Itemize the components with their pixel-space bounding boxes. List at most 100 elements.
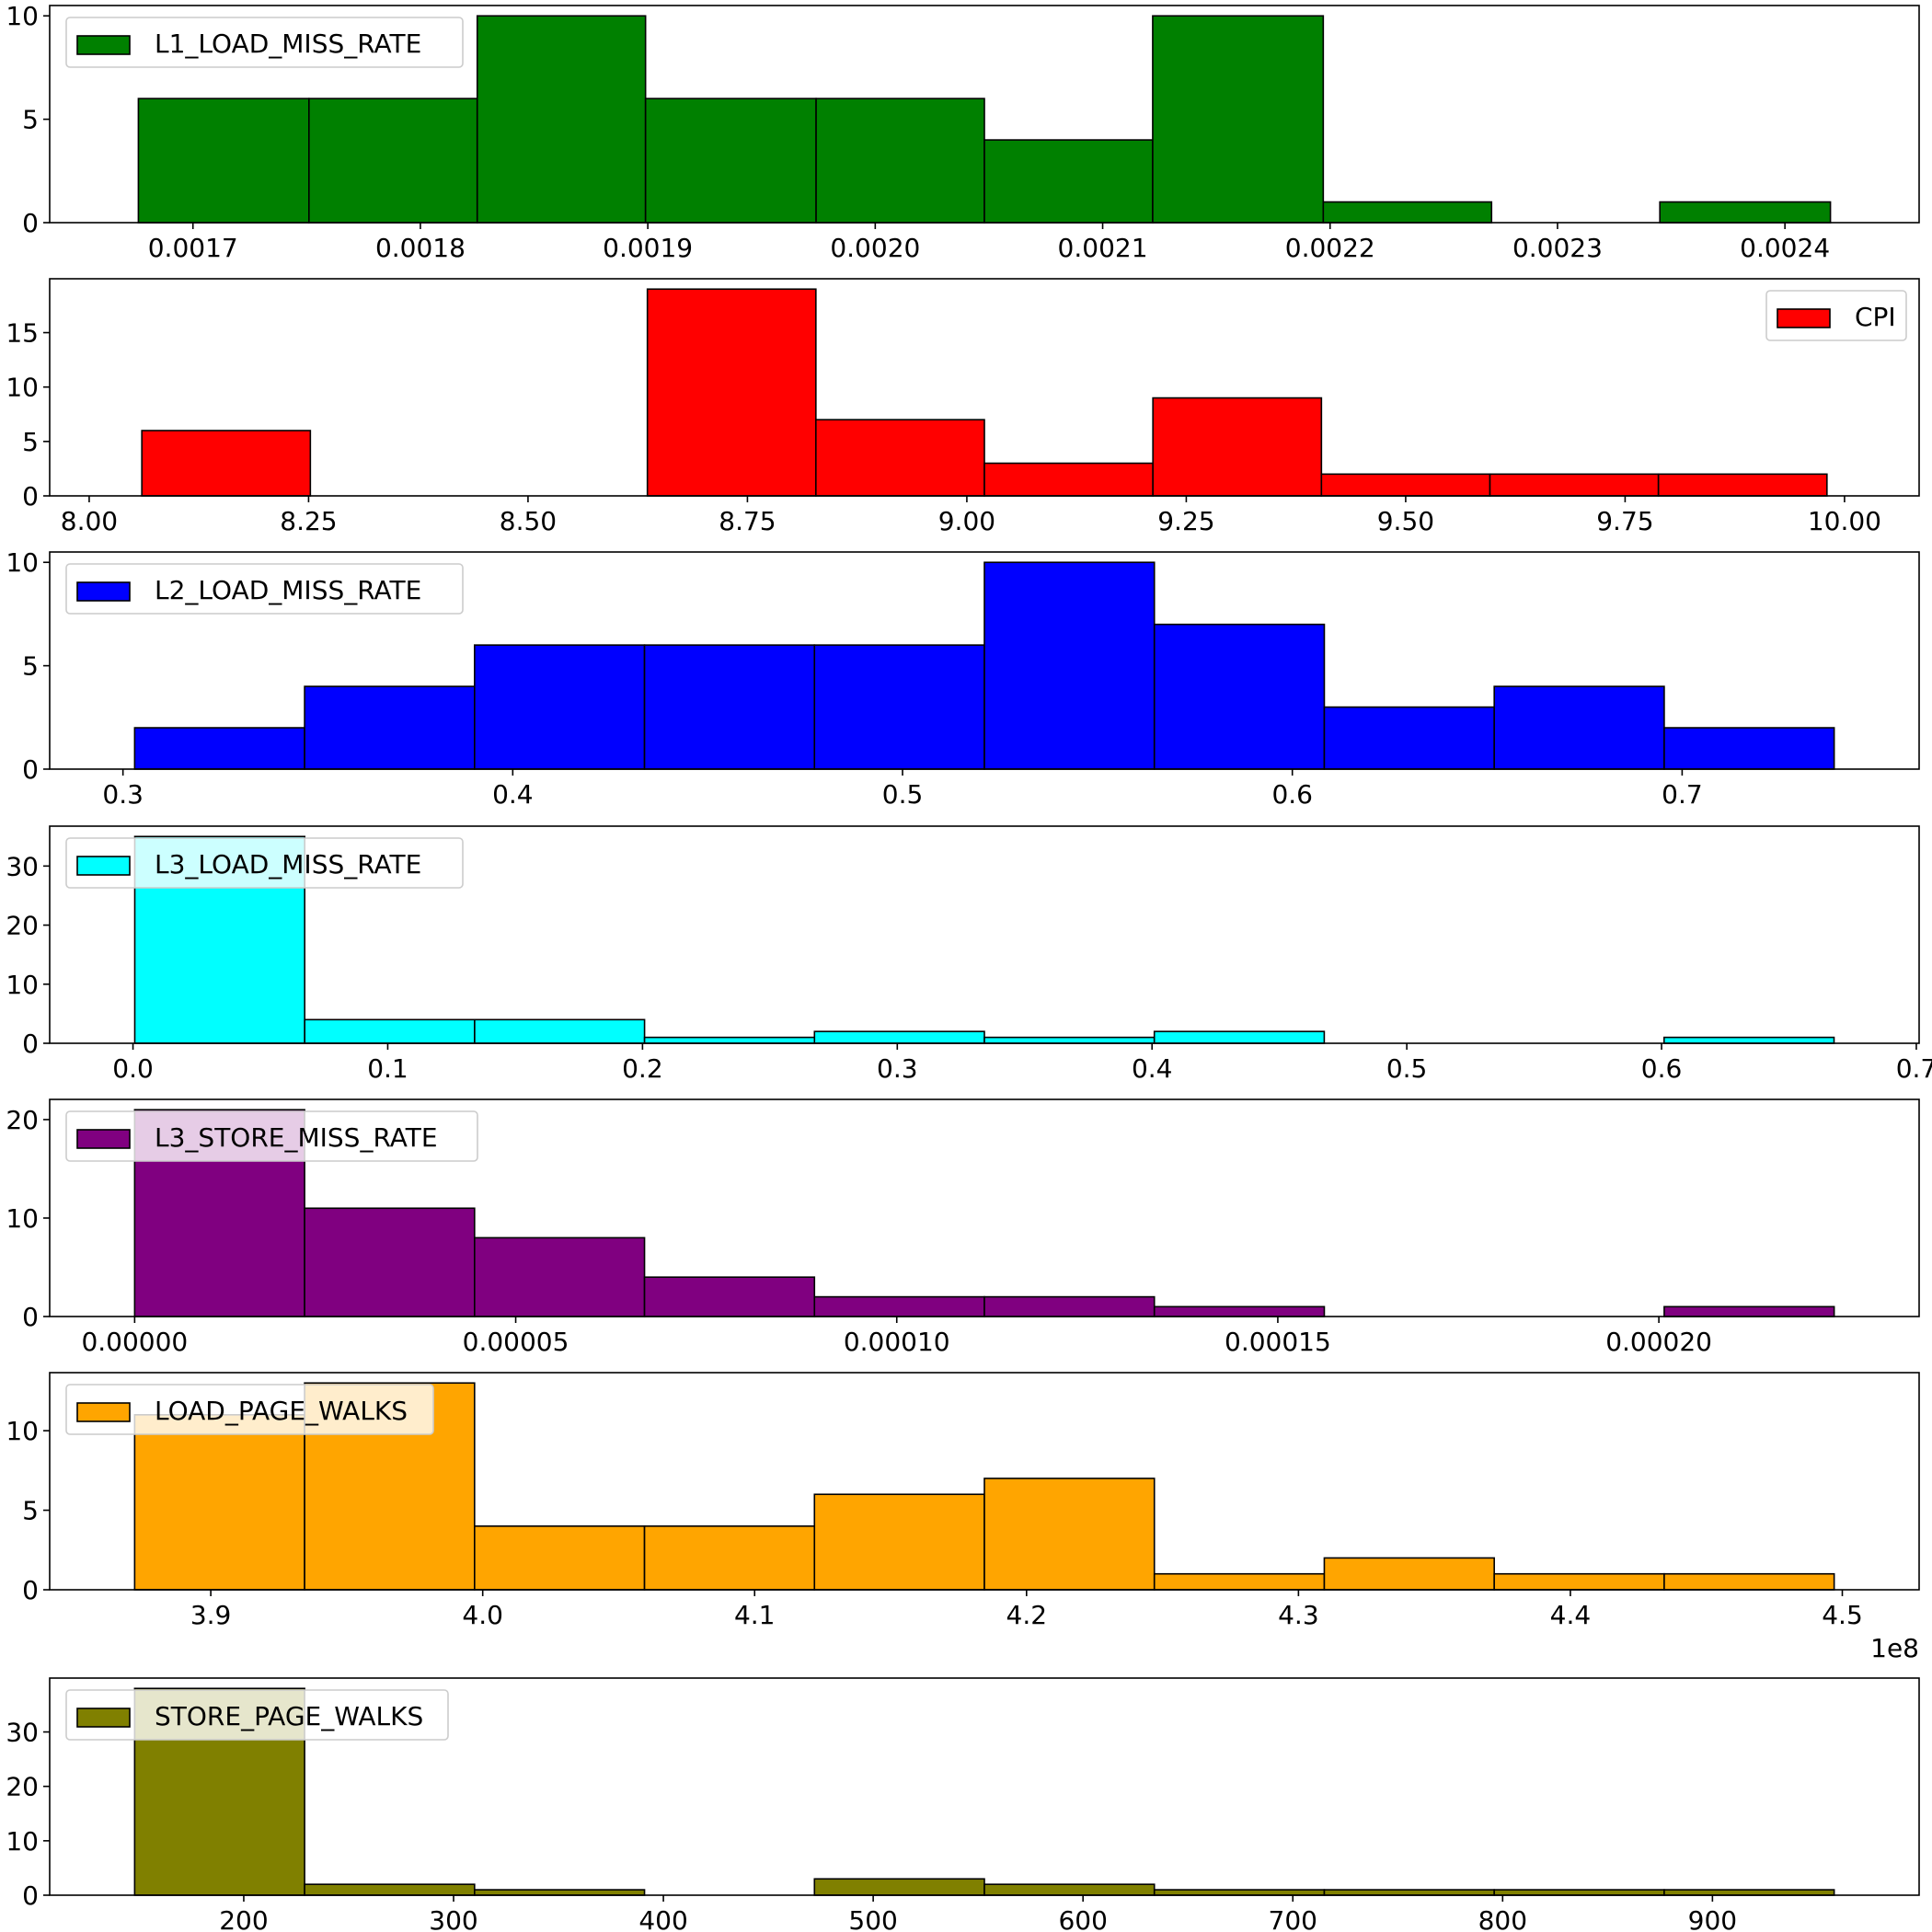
legend-box xyxy=(65,1384,434,1435)
histogram-bar xyxy=(1320,473,1491,497)
histogram-bar xyxy=(1663,1305,1835,1317)
x-axis-ticks: 0.3 0.4 0.5 0.6 0.7 xyxy=(102,769,1703,810)
y-tick-label: 20 xyxy=(6,1772,39,1802)
histogram-bar xyxy=(133,1414,305,1591)
histogram-bar xyxy=(983,1295,1156,1317)
x-tick-label: 500 xyxy=(848,1905,897,1932)
x-tick-label: 9.75 xyxy=(1596,506,1653,536)
y-tick-label: 10 xyxy=(6,547,39,578)
x-tick-label: 0.0018 xyxy=(375,233,466,263)
histogram-bar xyxy=(1663,1036,1835,1044)
legend-label: L2_LOAD_MISS_RATE xyxy=(155,575,421,605)
y-axis-ticks: 0 10 20 xyxy=(6,1105,50,1332)
y-axis-ticks: 0 10 20 30 xyxy=(6,1718,50,1911)
x-tick-label: 0.0017 xyxy=(148,233,238,263)
x-tick-label: 0.00015 xyxy=(1225,1327,1331,1357)
x-tick-label: 600 xyxy=(1058,1905,1107,1932)
y-tick-label: 5 xyxy=(22,1496,39,1526)
histogram-bar xyxy=(476,15,647,224)
histogram-bar xyxy=(474,1236,646,1317)
histogram-bar xyxy=(1663,1572,1835,1591)
y-tick-label: 5 xyxy=(22,427,39,457)
x-axis-ticks: 8.00 8.25 8.50 8.75 9.00 9.25 9.50 9.75 10.00 xyxy=(61,496,1881,536)
y-tick-label: 0 xyxy=(22,481,39,512)
x-tick-label: 0.0 xyxy=(112,1053,154,1084)
histogram-bar xyxy=(1663,1889,1835,1896)
x-axis-offset-text: 1e8 xyxy=(1870,1633,1919,1663)
histogram-bar xyxy=(815,419,985,497)
y-axis-ticks: 0 5 10 xyxy=(6,547,50,785)
x-tick-label: 0.0022 xyxy=(1285,233,1375,263)
x-tick-label: 0.7 xyxy=(1662,779,1703,810)
y-tick-label: 0 xyxy=(22,1029,39,1059)
y-tick-label: 10 xyxy=(6,1826,39,1857)
legend-box xyxy=(65,17,464,68)
x-tick-label: 9.25 xyxy=(1157,506,1214,536)
histogram-bar xyxy=(304,1207,476,1317)
histogram-bar xyxy=(474,1018,646,1044)
x-tick-label: 0.7 xyxy=(1896,1053,1932,1084)
legend: CPI xyxy=(1765,290,1907,341)
histogram-bar xyxy=(1153,1572,1326,1591)
y-axis-ticks: 0 10 20 30 xyxy=(6,851,50,1059)
histogram-bar xyxy=(308,98,478,224)
x-tick-label: 4.4 xyxy=(1550,1600,1592,1630)
x-tick-label: 800 xyxy=(1478,1905,1527,1932)
y-tick-label: 5 xyxy=(22,105,39,135)
legend: L3_LOAD_MISS_RATE xyxy=(65,837,464,889)
legend-label: L1_LOAD_MISS_RATE xyxy=(155,29,421,59)
histogram-bar xyxy=(1663,727,1835,770)
legend-swatch xyxy=(76,856,131,876)
y-tick-label: 30 xyxy=(6,1718,39,1748)
legend: L2_LOAD_MISS_RATE xyxy=(65,563,464,615)
x-tick-label: 0.0021 xyxy=(1058,233,1148,263)
histogram-bar xyxy=(474,1525,646,1591)
legend-label: L3_LOAD_MISS_RATE xyxy=(155,849,421,880)
histogram-bar xyxy=(304,1018,476,1044)
x-tick-label: 8.75 xyxy=(719,506,776,536)
legend-swatch xyxy=(76,1708,131,1728)
x-tick-label: 0.4 xyxy=(1132,1053,1173,1084)
histogram-bar xyxy=(815,98,985,224)
x-tick-label: 0.1 xyxy=(367,1053,408,1084)
x-tick-label: 0.00000 xyxy=(81,1327,188,1357)
legend-box xyxy=(65,1110,478,1162)
x-tick-label: 0.6 xyxy=(1271,779,1313,810)
y-tick-label: 15 xyxy=(6,318,39,349)
x-tick-label: 9.00 xyxy=(938,506,995,536)
legend: L3_STORE_MISS_RATE xyxy=(65,1110,478,1162)
x-tick-label: 0.00010 xyxy=(844,1327,950,1357)
x-tick-label: 8.50 xyxy=(500,506,557,536)
x-tick-label: 900 xyxy=(1688,1905,1737,1932)
x-tick-label: 0.0019 xyxy=(603,233,693,263)
x-tick-label: 0.0023 xyxy=(1512,233,1603,263)
x-tick-label: 300 xyxy=(429,1905,477,1932)
x-tick-label: 700 xyxy=(1269,1905,1317,1932)
x-tick-label: 0.6 xyxy=(1641,1053,1683,1084)
y-tick-label: 0 xyxy=(22,1575,39,1605)
x-tick-label: 10.00 xyxy=(1808,506,1881,536)
histogram-bar xyxy=(474,644,646,770)
histogram-bar xyxy=(1493,685,1665,770)
y-tick-label: 30 xyxy=(6,851,39,881)
x-tick-label: 400 xyxy=(638,1905,687,1932)
y-tick-label: 10 xyxy=(6,970,39,1000)
histogram-bar xyxy=(1657,473,1828,497)
legend-swatch xyxy=(76,581,131,602)
x-axis-ticks: 200 300 400 500 600 700 800 900 xyxy=(219,1895,1737,1932)
legend: STORE_PAGE_WALKS xyxy=(65,1689,449,1741)
histogram-bar xyxy=(813,1878,985,1896)
legend-box xyxy=(65,837,464,889)
histogram-bar xyxy=(983,1036,1156,1044)
histogram-bar xyxy=(813,1030,985,1044)
histogram-panel-3: 0.3 0.4 0.5 0.6 0.7 0 5 10 L2_LOAD_MISS_RATE xyxy=(6,547,1920,810)
x-axis-ticks: 0.0 0.1 0.2 0.3 0.4 0.5 0.6 0.7 xyxy=(112,1043,1932,1084)
x-tick-label: 0.00020 xyxy=(1605,1327,1712,1357)
y-tick-label: 10 xyxy=(6,1,39,31)
histogram-bar xyxy=(304,1883,476,1896)
x-tick-label: 4.2 xyxy=(1006,1600,1048,1630)
legend-swatch xyxy=(76,35,131,55)
legend: LOAD_PAGE_WALKS xyxy=(65,1384,434,1435)
y-tick-label: 0 xyxy=(22,1880,39,1911)
histogram-bar xyxy=(1323,706,1495,770)
